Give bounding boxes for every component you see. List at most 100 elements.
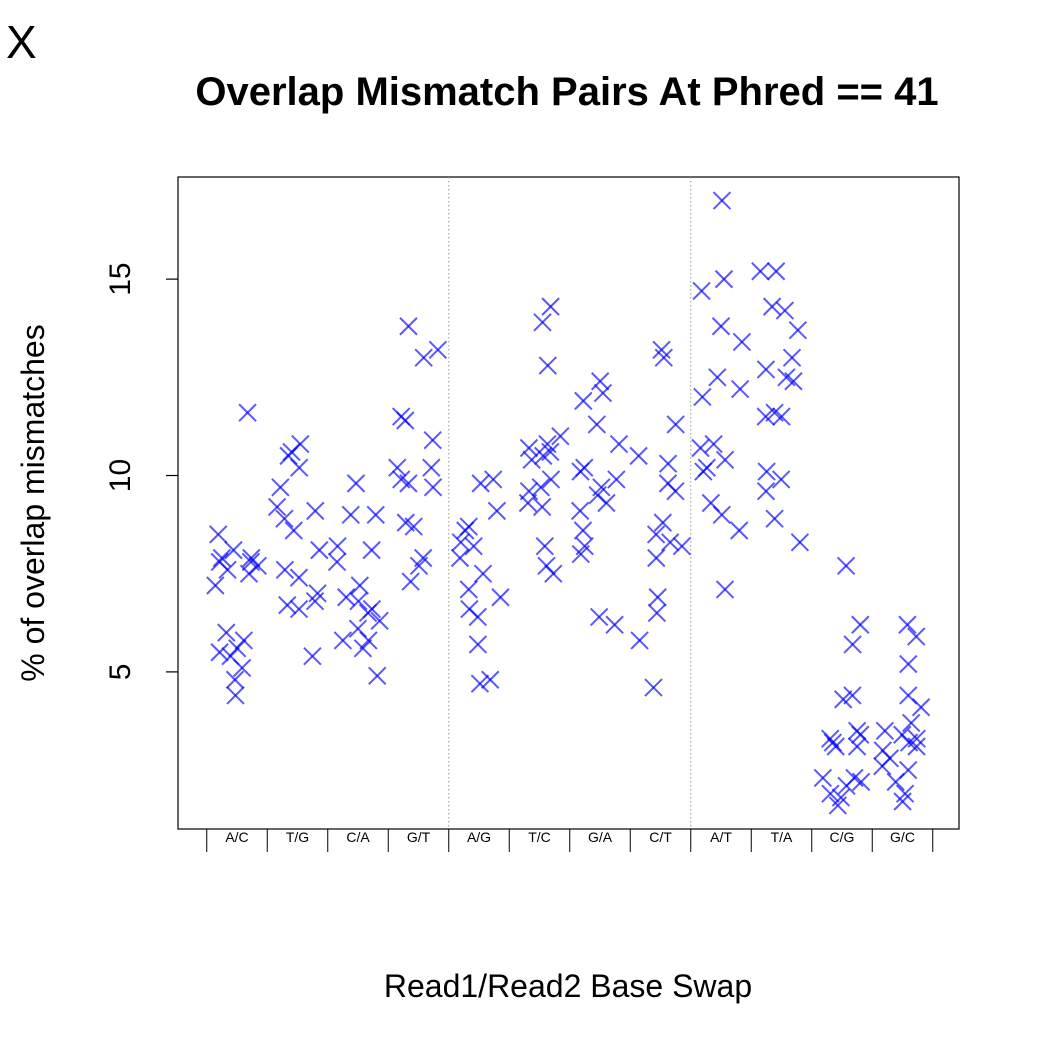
data-point bbox=[544, 564, 563, 583]
data-point bbox=[766, 262, 786, 281]
data-point bbox=[837, 776, 856, 796]
data-point bbox=[712, 505, 732, 524]
data-point bbox=[217, 623, 236, 642]
data-point bbox=[765, 509, 784, 528]
data-point bbox=[481, 670, 500, 689]
data-point bbox=[224, 540, 243, 560]
data-point bbox=[629, 446, 648, 466]
data-point bbox=[305, 591, 325, 611]
data-point bbox=[358, 603, 378, 623]
data-point bbox=[404, 517, 423, 536]
data-point bbox=[609, 434, 629, 454]
data-point bbox=[672, 536, 692, 556]
data-point bbox=[350, 576, 370, 595]
data-point bbox=[821, 784, 840, 803]
data-point bbox=[359, 631, 378, 650]
x-tick-label: C/T bbox=[649, 829, 672, 845]
data-point bbox=[644, 678, 663, 697]
data-point bbox=[519, 438, 539, 458]
data-point bbox=[836, 556, 856, 576]
x-axis-label: Read1/Read2 Base Swap bbox=[384, 968, 752, 1004]
data-point bbox=[226, 686, 245, 705]
data-point bbox=[396, 411, 415, 430]
data-point bbox=[756, 482, 776, 501]
data-point bbox=[468, 635, 488, 654]
data-point bbox=[531, 478, 551, 497]
data-point bbox=[289, 458, 309, 477]
data-point bbox=[630, 631, 649, 650]
data-point bbox=[328, 536, 347, 556]
data-point bbox=[366, 505, 385, 524]
data-point bbox=[573, 521, 593, 540]
data-point bbox=[587, 415, 607, 434]
y-axis-label: % of overlap mismatches bbox=[15, 324, 51, 681]
data-point bbox=[851, 772, 871, 792]
data-point bbox=[732, 332, 752, 352]
plot-frame bbox=[177, 176, 960, 830]
data-point bbox=[271, 478, 290, 497]
data-point bbox=[238, 403, 257, 422]
data-point bbox=[278, 595, 297, 615]
data-point bbox=[605, 615, 624, 634]
data-points bbox=[206, 191, 931, 815]
data-point bbox=[522, 450, 541, 470]
data-point bbox=[843, 635, 862, 654]
data-point bbox=[847, 737, 867, 756]
data-point bbox=[590, 372, 610, 391]
data-point bbox=[532, 497, 552, 517]
data-point bbox=[310, 540, 329, 560]
y-tick-label: 10 bbox=[104, 459, 137, 492]
data-point bbox=[451, 533, 470, 552]
panel-letter: X bbox=[6, 16, 37, 68]
data-point bbox=[653, 513, 673, 532]
data-point bbox=[218, 560, 237, 579]
data-point bbox=[459, 580, 478, 599]
data-point bbox=[368, 666, 387, 686]
data-point bbox=[423, 430, 442, 450]
data-point bbox=[843, 686, 862, 705]
group-separators bbox=[448, 177, 692, 829]
x-tick-label: A/G bbox=[467, 829, 491, 845]
data-point bbox=[473, 564, 493, 583]
data-point bbox=[333, 631, 353, 650]
data-point bbox=[708, 368, 727, 387]
data-point bbox=[284, 521, 303, 540]
data-point bbox=[468, 607, 487, 627]
data-point bbox=[902, 713, 921, 733]
x-tick-label: A/C bbox=[225, 829, 248, 845]
data-point bbox=[834, 690, 853, 709]
data-point bbox=[225, 670, 245, 689]
data-point bbox=[399, 317, 418, 336]
data-point bbox=[303, 646, 322, 666]
data-point bbox=[715, 580, 735, 599]
y-tick-label: 5 bbox=[104, 664, 137, 681]
y-axis: 5 10 15 bbox=[104, 262, 178, 680]
data-point bbox=[212, 548, 232, 568]
data-point bbox=[828, 796, 848, 815]
data-point bbox=[907, 627, 926, 646]
data-point bbox=[422, 458, 441, 477]
data-point bbox=[275, 509, 294, 528]
data-point bbox=[470, 674, 490, 693]
data-point bbox=[647, 603, 667, 623]
data-point bbox=[654, 348, 673, 367]
data-point bbox=[851, 615, 870, 634]
chart-title: Overlap Mismatch Pairs At Phred == 41 bbox=[195, 70, 938, 114]
data-point bbox=[756, 407, 775, 426]
data-point bbox=[851, 725, 870, 744]
data-point bbox=[450, 548, 470, 568]
x-tick-label: T/A bbox=[771, 829, 793, 845]
data-point bbox=[210, 643, 229, 662]
data-point bbox=[464, 536, 483, 556]
data-point bbox=[873, 756, 892, 776]
data-point bbox=[535, 536, 555, 556]
data-point bbox=[898, 615, 917, 634]
data-point bbox=[826, 737, 845, 756]
data-point bbox=[423, 478, 443, 497]
data-point bbox=[772, 407, 791, 426]
data-point bbox=[414, 348, 433, 367]
data-point bbox=[456, 521, 475, 540]
data-point bbox=[346, 474, 366, 493]
data-point bbox=[289, 568, 309, 587]
